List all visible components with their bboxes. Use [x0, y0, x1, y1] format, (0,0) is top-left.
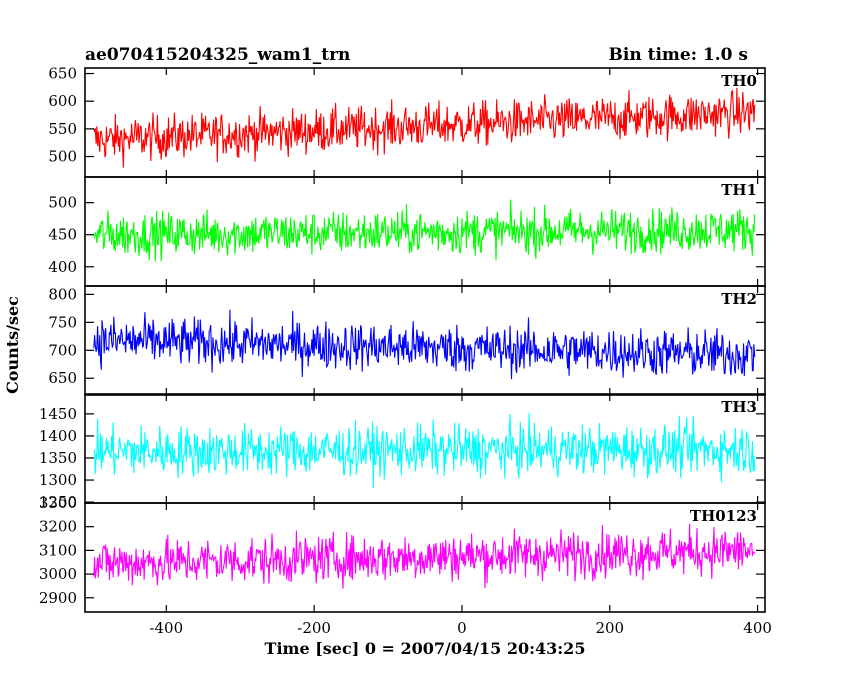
chart-title: ae070415204325_wam1_trn: [85, 45, 350, 65]
series-line-th3: [93, 412, 756, 489]
y-tick-label: 3200: [39, 518, 77, 536]
panel-frame: [84, 285, 766, 396]
series-line-th1: [93, 199, 756, 262]
x-tick-label: -200: [297, 619, 331, 637]
y-tick-label: 3000: [39, 565, 77, 583]
y-tick-label: 1450: [39, 405, 77, 423]
series-name-label: TH2: [721, 290, 757, 308]
y-tick-label: 3100: [39, 541, 77, 559]
series-name-label: TH1: [721, 181, 757, 199]
panels-group: 500 550 600 650 TH0 400 450 500 TH1 650 700 750 800 T…: [39, 65, 772, 637]
y-tick-label: 650: [48, 369, 77, 387]
y-tick-label: 400: [48, 258, 77, 276]
y-tick-label: 500: [48, 148, 77, 166]
bin-time-label: Bin time: 1.0 s: [609, 45, 748, 65]
x-tick-label: 200: [595, 619, 624, 637]
series-name-label: TH0: [721, 72, 757, 90]
y-tick-label: 500: [48, 194, 77, 212]
y-tick-label: 1400: [39, 427, 77, 445]
y-tick-label: 1250: [39, 493, 77, 511]
panel-frame: [84, 502, 766, 613]
y-tick-label: 2900: [39, 589, 77, 607]
y-tick-label: 550: [48, 120, 77, 138]
y-tick-label: 600: [48, 92, 77, 110]
y-tick-label: 1350: [39, 449, 77, 467]
series-line-th0123: [93, 523, 756, 589]
y-tick-label: 750: [48, 313, 77, 331]
x-axis-label: Time [sec] 0 = 2007/04/15 20:43:25: [265, 639, 586, 658]
series-name-label: TH3: [721, 398, 757, 416]
series-line-th2: [93, 309, 756, 380]
series-name-label: TH0123: [690, 507, 757, 525]
y-axis-label: Counts/sec: [3, 296, 22, 394]
y-tick-label: 3300: [39, 494, 77, 512]
y-tick-label: 650: [48, 65, 77, 83]
x-tick-label: 400: [743, 619, 772, 637]
x-tick-label: 0: [457, 619, 467, 637]
x-tick-label: -400: [149, 619, 183, 637]
y-tick-label: 700: [48, 341, 77, 359]
y-tick-label: 450: [48, 226, 77, 244]
series-line-th0: [93, 87, 756, 168]
y-tick-label: 1300: [39, 471, 77, 489]
y-tick-label: 800: [48, 285, 77, 303]
